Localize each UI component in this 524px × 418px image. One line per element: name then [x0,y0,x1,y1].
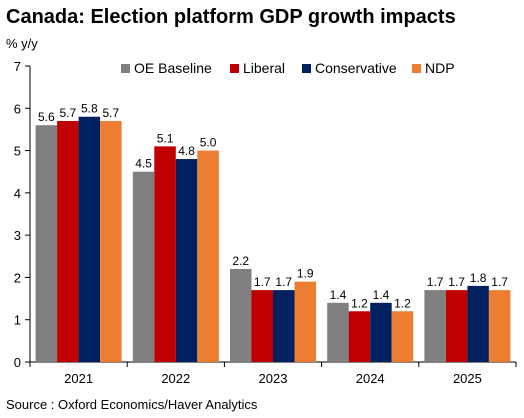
data-label: 1.4 [330,288,347,302]
legend-entry: Conservative [315,60,397,76]
bar [294,281,316,362]
bar [327,302,349,362]
x-tick-label: 2025 [453,371,482,386]
y-tick-label: 0 [14,355,21,370]
bar [348,311,371,362]
bar [197,150,219,362]
bar [273,290,295,362]
data-label: 1.7 [491,275,508,289]
y-tick-label: 4 [14,186,21,201]
data-label: 1.2 [394,296,411,310]
bar [57,120,79,362]
data-label: 1.9 [297,267,314,281]
bar [100,120,122,362]
bar [132,171,155,362]
x-tick-label: 2023 [259,371,288,386]
legend-entry: NDP [425,60,455,76]
data-label: 5.6 [38,110,55,124]
x-tick-label: 2021 [64,371,93,386]
bar [391,311,414,362]
legend-entry: OE Baseline [134,60,212,76]
data-label: 4.8 [178,144,195,158]
bar [175,159,198,362]
legend-swatch [121,64,130,73]
chart-title: Canada: Election platform GDP growth imp… [6,6,456,28]
bar [370,302,392,362]
y-tick-label: 6 [14,101,21,116]
bar [230,268,252,362]
data-label: 1.7 [254,275,271,289]
data-label: 4.5 [135,157,152,171]
data-label: 1.7 [427,275,444,289]
bar [251,290,273,362]
bar [467,285,489,362]
data-label: 1.4 [373,288,390,302]
data-label: 1.7 [448,275,465,289]
data-label: 5.0 [200,136,217,150]
data-label: 1.8 [470,271,487,285]
x-tick-label: 2024 [356,371,385,386]
y-tick-label: 2 [14,270,21,285]
y-axis-label: % y/y [6,36,38,51]
data-label: 5.7 [60,106,77,120]
y-tick-label: 5 [14,144,21,159]
chart-source: Source : Oxford Economics/Haver Analytic… [6,397,258,412]
bar [445,290,468,362]
bar [424,290,446,362]
bar [488,290,511,362]
y-tick-label: 3 [14,228,21,243]
legend-entry: Liberal [243,60,285,76]
data-label: 1.7 [275,275,292,289]
legend-swatch [302,64,311,73]
data-label: 5.8 [81,102,98,116]
data-label: 2.2 [232,254,249,268]
y-tick-label: 7 [14,59,21,74]
y-tick-label: 1 [14,313,21,328]
x-tick-label: 2022 [161,371,190,386]
bar [35,125,58,362]
data-label: 5.7 [103,106,120,120]
legend-swatch [230,64,239,73]
bar [78,116,101,362]
data-label: 1.2 [351,296,368,310]
legend-swatch [412,64,421,73]
data-label: 5.1 [157,131,174,145]
bar [154,146,176,362]
